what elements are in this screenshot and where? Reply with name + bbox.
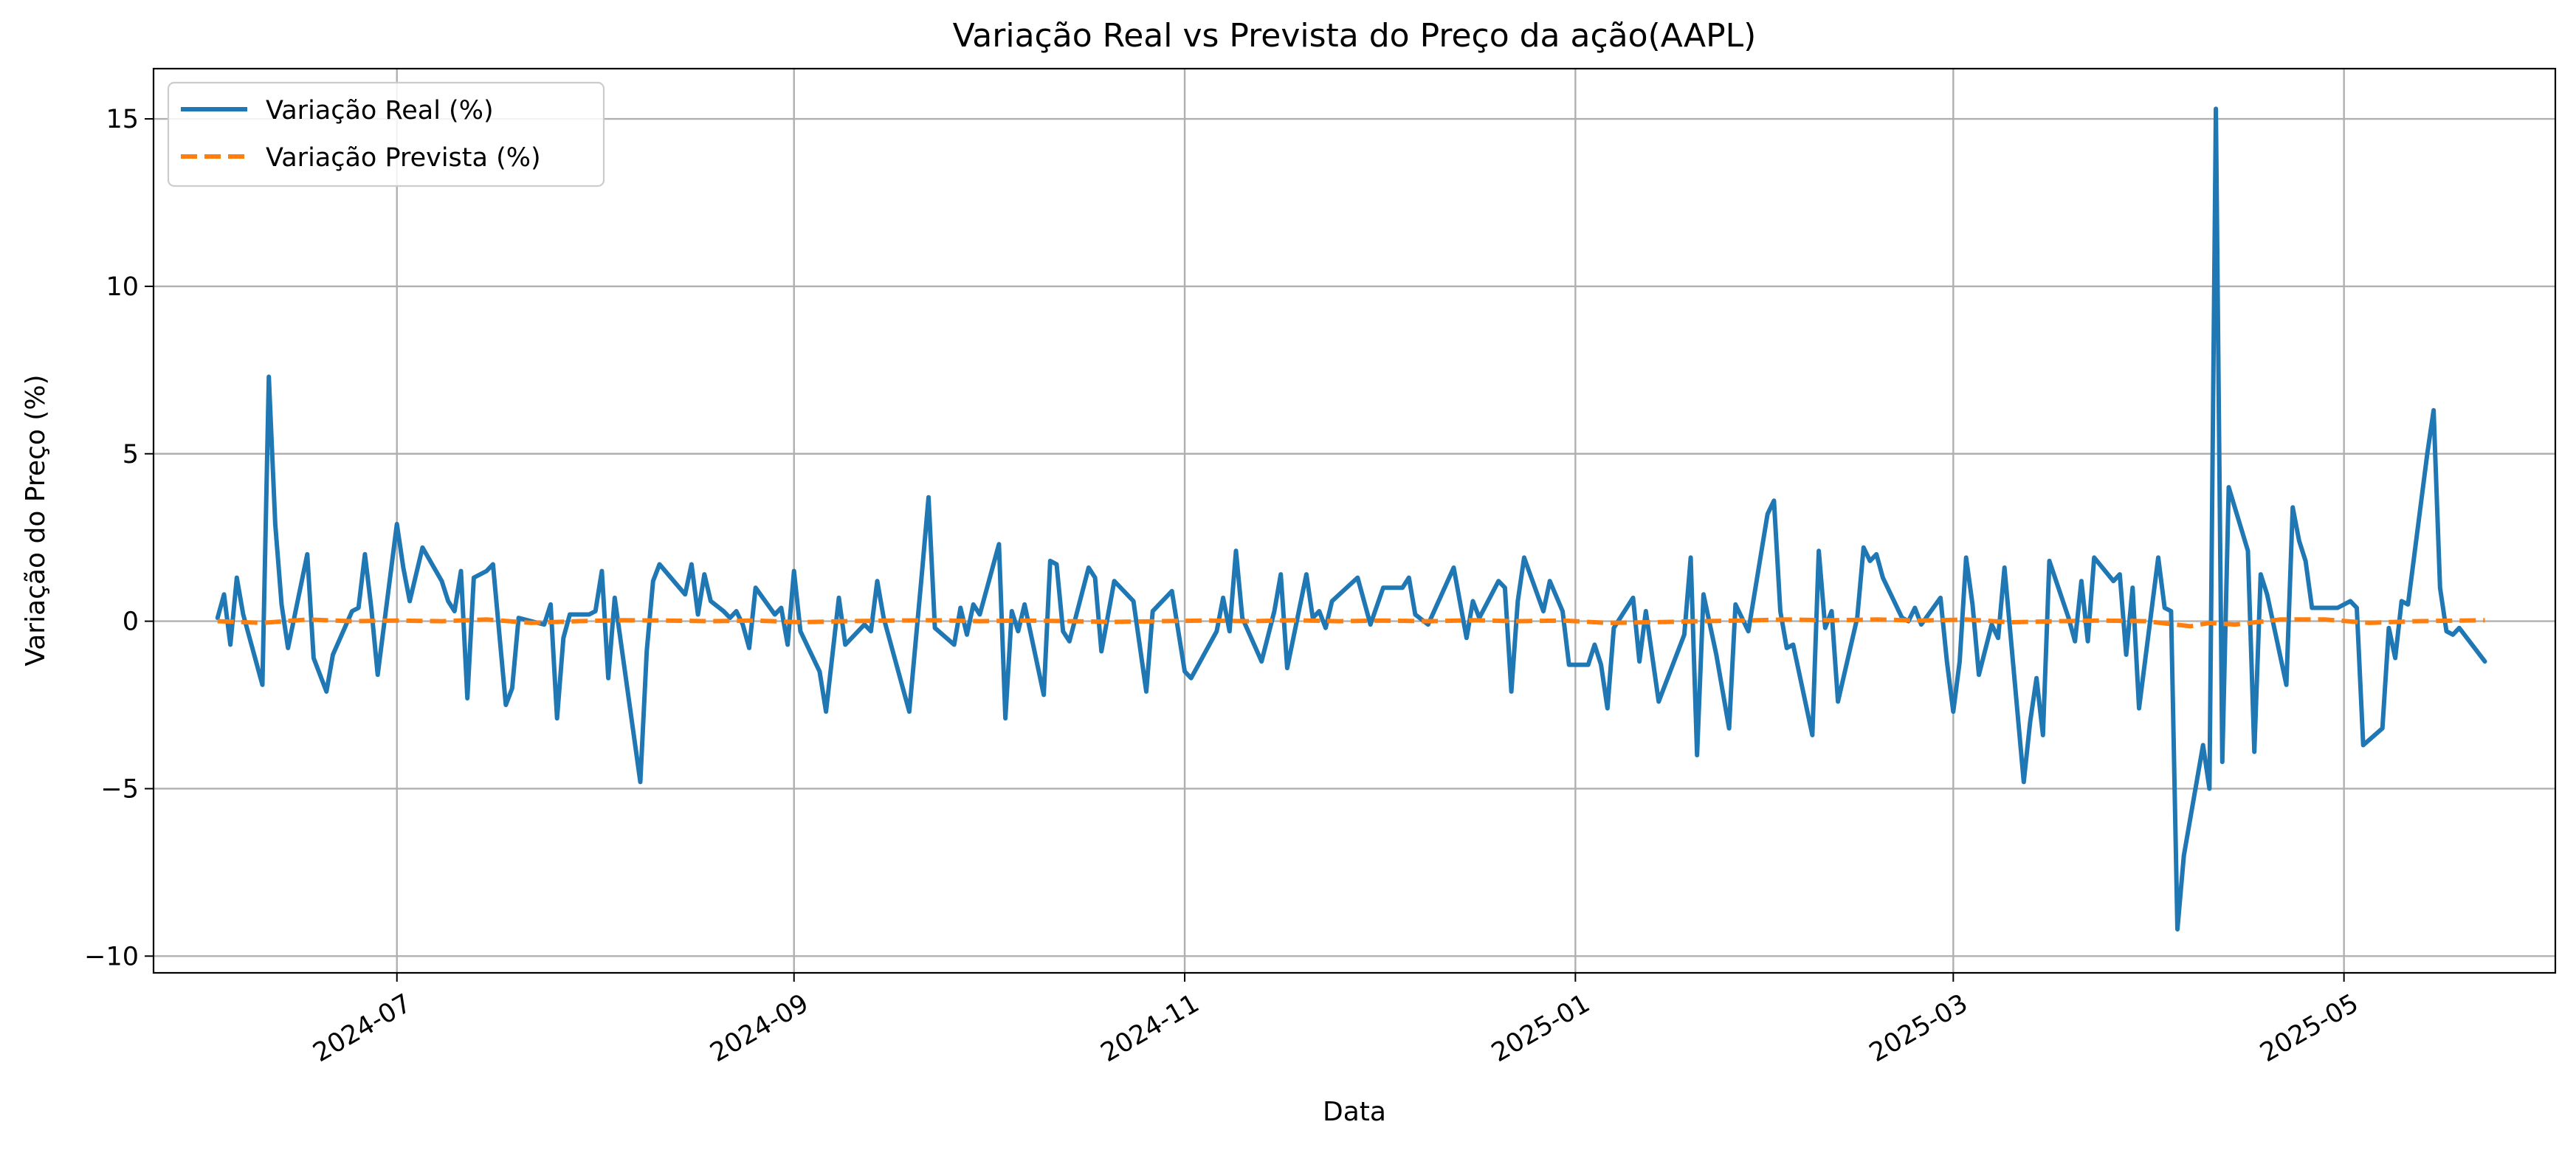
series-line-real <box>215 106 2487 932</box>
series-lines <box>215 106 2487 932</box>
y-tick-label: 15 <box>106 105 139 134</box>
y-tick-label: −5 <box>100 774 139 804</box>
legend-label-predicted: Variação Prevista (%) <box>266 143 541 173</box>
legend-box <box>167 81 605 187</box>
series-line-predicted <box>217 617 2485 629</box>
x-axis-label: Data <box>1323 1097 1386 1127</box>
chart-title: Variação Real vs Prevista do Preço da aç… <box>953 17 1757 55</box>
y-axis-label: Variação do Preço (%) <box>21 374 51 666</box>
y-tick-label: −10 <box>84 942 139 971</box>
legend-label-real: Variação Real (%) <box>266 96 494 125</box>
plot-area-frame <box>152 67 2557 974</box>
legend: Variação Real (%) Variação Prevista (%) <box>167 81 605 187</box>
y-tick-label: 0 <box>123 607 139 637</box>
y-tick-label: 10 <box>106 272 139 302</box>
y-tick-label: 5 <box>123 440 139 469</box>
